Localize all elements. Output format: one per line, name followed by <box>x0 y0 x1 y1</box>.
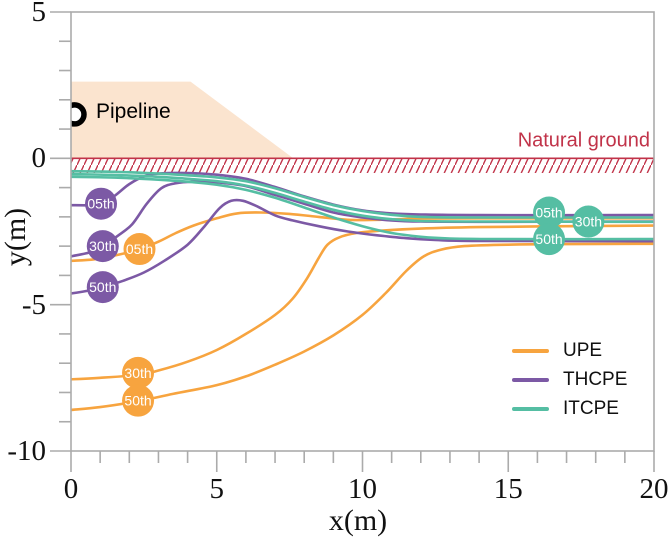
percentile-marker-label: 30th <box>124 365 151 381</box>
percentile-marker-ITCPE-05th: 05th <box>533 196 566 229</box>
percentile-marker-circle <box>85 187 118 220</box>
percentile-marker-THCPE-05th: 05th <box>85 187 118 220</box>
percentile-marker-label: 50th <box>535 231 562 247</box>
legend-item-upe: UPE <box>512 336 627 365</box>
x-tick-label: 0 <box>63 473 79 505</box>
series-line-ITCPE-30th <box>71 172 654 224</box>
percentile-marker-circle <box>533 196 566 229</box>
percentile-marker-circle <box>86 271 119 304</box>
legend-swatch-icon <box>512 406 549 411</box>
y-tick-label: 0 <box>31 142 47 175</box>
pipeline-label: Pipeline <box>96 100 171 123</box>
x-tick-label: 15 <box>493 473 523 505</box>
legend-swatch-icon <box>512 348 549 353</box>
y-tick-label: -5 <box>21 288 46 321</box>
percentile-marker-ITCPE-30th: 30th <box>572 205 605 238</box>
percentile-marker-THCPE-30th: 30th <box>86 230 119 263</box>
percentile-marker-UPE-30th: 30th <box>122 356 155 389</box>
percentile-marker-label: 05th <box>535 204 562 220</box>
series-line-ITCPE-50th <box>71 175 654 241</box>
x-tick-label: 10 <box>348 473 377 505</box>
percentile-marker-label: 30th <box>575 214 602 230</box>
percentile-marker-UPE-05th: 05th <box>123 233 156 266</box>
y-tick-label: 5 <box>31 0 47 28</box>
x-tick-label: 20 <box>639 473 669 505</box>
series-line-UPE-30th <box>71 224 654 381</box>
percentile-marker-label: 50th <box>124 393 151 409</box>
percentile-marker-label: 30th <box>89 238 116 254</box>
legend-item-itcpe: ITCPE <box>512 394 627 423</box>
legend-label: UPE <box>563 339 603 361</box>
percentile-marker-THCPE-50th: 50th <box>86 271 119 304</box>
legend-swatch-icon <box>512 377 549 382</box>
series-line-ITCPE-05th <box>71 169 654 219</box>
y-tick-label: -10 <box>7 435 46 467</box>
percentile-marker-circle <box>533 223 566 256</box>
x-axis-label: x(m) <box>328 504 388 537</box>
x-tick-label: 5 <box>209 473 225 505</box>
natural-ground-label: Natural ground <box>517 129 650 152</box>
percentile-marker-circle <box>86 230 119 263</box>
series-line-UPE-50th <box>71 242 654 412</box>
percentile-marker-label: 05th <box>87 196 114 212</box>
legend: UPE THCPE ITCPE <box>512 336 627 423</box>
percentile-marker-ITCPE-50th: 50th <box>533 223 566 256</box>
legend-item-thcpe: THCPE <box>512 365 627 394</box>
percentile-marker-UPE-50th: 50th <box>122 384 155 417</box>
natural-ground-hatch <box>71 158 654 173</box>
series-line-UPE-05th <box>71 211 654 263</box>
percentile-marker-circle <box>123 233 156 266</box>
legend-label: ITCPE <box>563 397 619 419</box>
pipeline-circle-icon <box>71 102 87 127</box>
percentile-marker-circle <box>122 356 155 389</box>
berm-shape <box>71 81 294 159</box>
percentile-marker-circle <box>572 205 605 238</box>
series-line-THCPE-50th <box>71 198 654 295</box>
y-axis-label: y(m) <box>0 207 32 267</box>
percentile-marker-circle <box>122 384 155 417</box>
legend-label: THCPE <box>563 368 628 390</box>
percentile-marker-label: 05th <box>126 241 153 257</box>
percentile-marker-label: 50th <box>89 279 116 295</box>
